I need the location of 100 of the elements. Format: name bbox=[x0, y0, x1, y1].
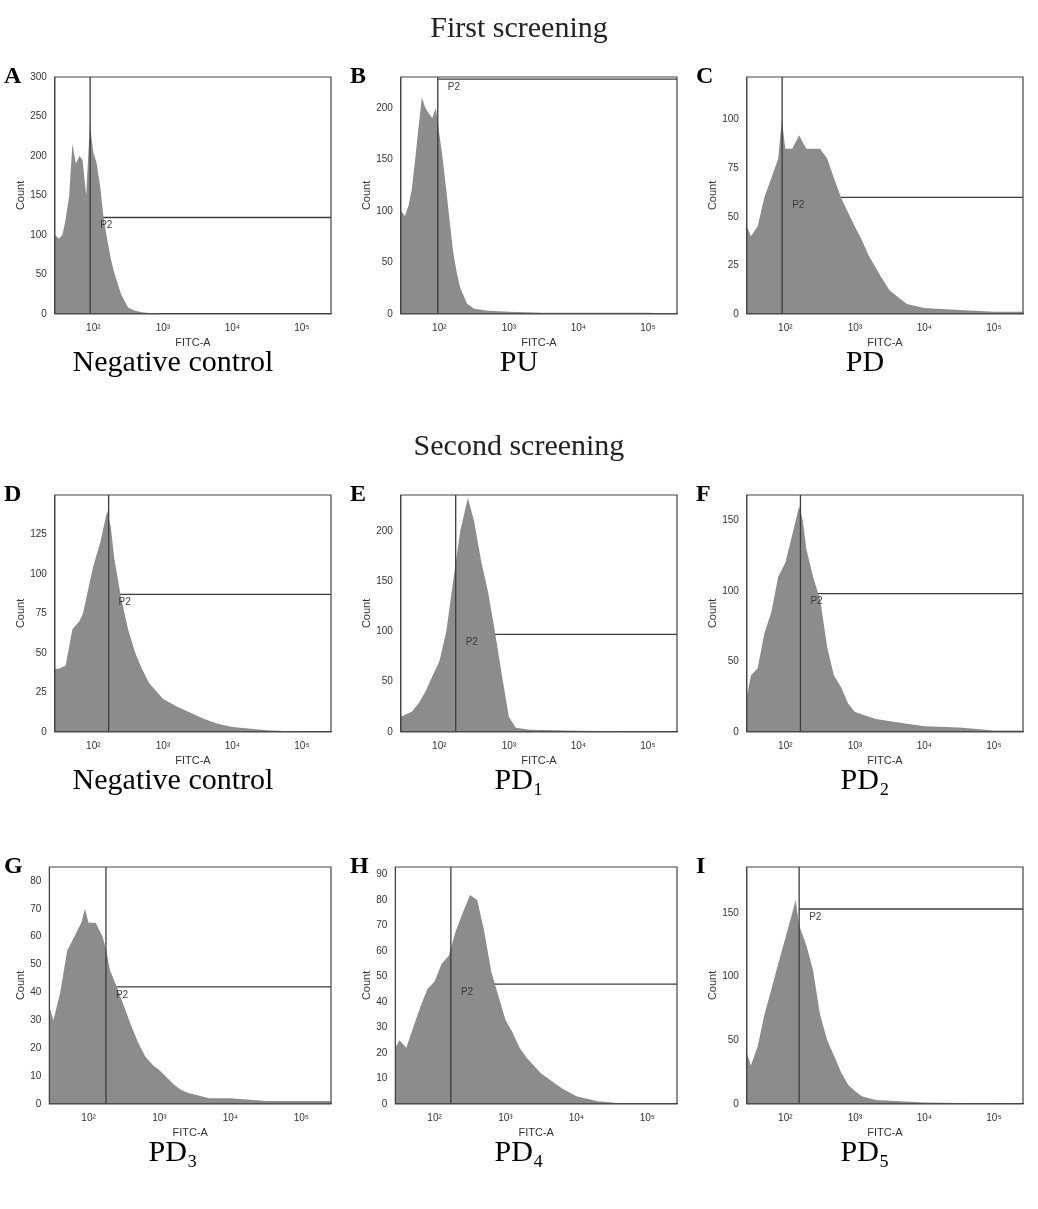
x-tick-label: 10² bbox=[86, 739, 102, 751]
y-tick-label: 50 bbox=[727, 210, 740, 222]
x-tick-label: 10⁵ bbox=[294, 321, 310, 333]
y-tick-label: 75 bbox=[35, 607, 48, 619]
y-tick-label: 150 bbox=[376, 575, 394, 587]
series-label: P2 bbox=[447, 80, 461, 92]
y-tick-label: 100 bbox=[30, 228, 48, 240]
y-tick-label: 0 bbox=[41, 725, 48, 737]
series-label: P2 bbox=[809, 910, 822, 922]
chart-subtitle: Second screening bbox=[412, 428, 626, 462]
y-tick-label: 100 bbox=[30, 567, 48, 579]
x-tick-label: 10⁵ bbox=[986, 1111, 1002, 1123]
x-tick-label: 10² bbox=[432, 321, 448, 333]
x-tick-label: 10⁵ bbox=[640, 321, 656, 333]
y-tick-label: 0 bbox=[381, 1097, 388, 1109]
x-tick-label: 10⁵ bbox=[986, 739, 1002, 751]
x-tick-label: 10⁴ bbox=[568, 1111, 585, 1123]
x-tick-label: 10⁴ bbox=[570, 321, 587, 333]
y-tick-label: 30 bbox=[30, 1013, 42, 1025]
x-tick-label: 10³ bbox=[501, 739, 517, 751]
y-tick-label: 100 bbox=[376, 625, 394, 637]
y-axis-title: Count bbox=[359, 598, 372, 629]
y-tick-label: 150 bbox=[722, 906, 740, 918]
x-axis-title: FITC-A bbox=[172, 1126, 209, 1139]
y-tick-label: 60 bbox=[376, 944, 388, 956]
y-tick-label: 200 bbox=[376, 524, 394, 536]
y-tick-label: 50 bbox=[376, 970, 388, 982]
x-tick-label: 10² bbox=[778, 739, 794, 751]
y-tick-label: 40 bbox=[376, 995, 388, 1007]
y-axis-title: Count bbox=[13, 180, 26, 211]
series-label: P2 bbox=[792, 199, 805, 211]
y-tick-label: 70 bbox=[30, 902, 42, 914]
y-axis-title: Count bbox=[359, 970, 372, 1001]
y-tick-label: 0 bbox=[41, 307, 48, 319]
x-axis-title: FITC-A bbox=[521, 336, 558, 349]
x-axis-title: FITC-A bbox=[867, 1126, 904, 1139]
x-axis-title: FITC-A bbox=[175, 336, 212, 349]
y-tick-label: 0 bbox=[733, 1097, 740, 1109]
x-tick-label: 10³ bbox=[847, 321, 863, 333]
chart-title: G bbox=[4, 852, 23, 879]
x-tick-label: 10⁵ bbox=[639, 1111, 655, 1123]
y-tick-label: 50 bbox=[35, 268, 48, 280]
y-tick-label: 50 bbox=[381, 256, 394, 268]
y-tick-label: 70 bbox=[376, 919, 388, 931]
x-tick-label: 10⁴ bbox=[916, 739, 933, 751]
x-tick-label: 10² bbox=[427, 1111, 443, 1123]
x-tick-label: 10⁴ bbox=[224, 739, 241, 751]
y-tick-label: 80 bbox=[30, 874, 42, 886]
x-tick-label: 10³ bbox=[847, 1111, 863, 1123]
x-axis-title: FITC-A bbox=[518, 1126, 555, 1139]
y-tick-label: 50 bbox=[35, 646, 48, 658]
x-tick-label: 10³ bbox=[155, 739, 171, 751]
x-tick-label: 10⁵ bbox=[294, 739, 310, 751]
y-tick-label: 0 bbox=[733, 307, 740, 319]
series-label: P2 bbox=[465, 636, 479, 648]
y-tick-label: 90 bbox=[376, 868, 388, 880]
y-tick-label: 100 bbox=[722, 584, 740, 596]
y-tick-label: 200 bbox=[376, 101, 394, 113]
y-tick-label: 0 bbox=[733, 725, 740, 737]
y-tick-label: 100 bbox=[376, 204, 394, 216]
x-tick-label: 10⁴ bbox=[916, 321, 933, 333]
y-tick-label: 0 bbox=[35, 1097, 42, 1109]
x-axis-title: FITC-A bbox=[867, 336, 904, 349]
y-tick-label: 25 bbox=[35, 686, 48, 698]
y-axis-title: Count bbox=[359, 180, 372, 211]
chart-title: A bbox=[4, 62, 22, 89]
chart-title: B bbox=[350, 62, 367, 89]
y-axis-title: Count bbox=[705, 180, 718, 211]
y-tick-label: 30 bbox=[376, 1021, 388, 1033]
x-axis-title: FITC-A bbox=[175, 754, 212, 767]
chart-title: C bbox=[696, 62, 714, 89]
series-label: P2 bbox=[460, 985, 474, 997]
x-tick-label: 10² bbox=[778, 321, 794, 333]
y-tick-label: 50 bbox=[381, 675, 394, 687]
chart-title: E bbox=[350, 480, 367, 507]
y-tick-label: 250 bbox=[30, 110, 48, 122]
y-tick-label: 0 bbox=[387, 725, 394, 737]
y-axis-title: Count bbox=[705, 970, 718, 1001]
chart-title: F bbox=[696, 480, 711, 507]
y-tick-label: 150 bbox=[30, 189, 48, 201]
x-tick-label: 10⁵ bbox=[986, 321, 1002, 333]
x-tick-label: 10² bbox=[778, 1111, 794, 1123]
x-tick-label: 10⁴ bbox=[570, 739, 587, 751]
y-tick-label: 200 bbox=[30, 149, 48, 161]
x-axis-title: FITC-A bbox=[521, 754, 558, 767]
x-tick-label: 10⁴ bbox=[224, 321, 241, 333]
chart-title: H bbox=[350, 852, 369, 879]
x-tick-label: 10³ bbox=[152, 1111, 168, 1123]
y-tick-label: 20 bbox=[376, 1046, 388, 1058]
chart-title: I bbox=[696, 852, 706, 879]
y-tick-label: 20 bbox=[30, 1041, 42, 1053]
x-tick-label: 10² bbox=[432, 739, 448, 751]
y-tick-label: 25 bbox=[727, 259, 740, 271]
y-tick-label: 75 bbox=[727, 161, 740, 173]
y-tick-label: 300 bbox=[30, 70, 48, 82]
y-tick-label: 150 bbox=[722, 514, 740, 526]
x-tick-label: 10² bbox=[86, 321, 102, 333]
y-tick-label: 125 bbox=[30, 528, 48, 540]
y-tick-label: 50 bbox=[727, 1033, 740, 1045]
x-tick-label: 10³ bbox=[501, 321, 517, 333]
